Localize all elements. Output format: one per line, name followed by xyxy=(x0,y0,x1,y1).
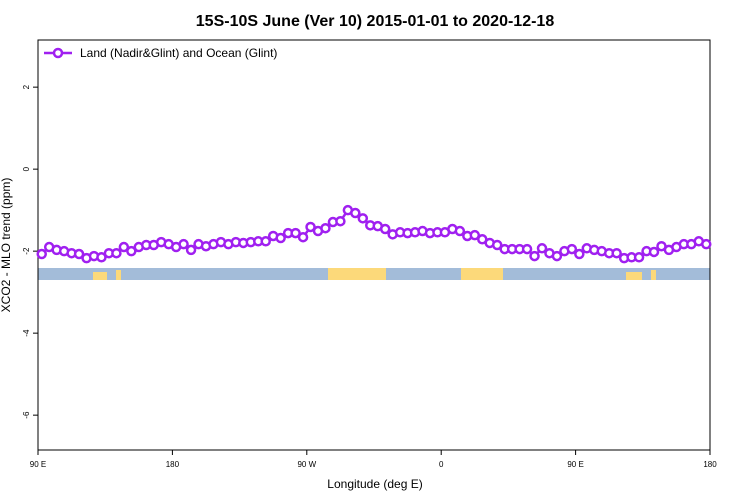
data-point xyxy=(260,236,271,247)
land-strip xyxy=(651,270,656,280)
data-point xyxy=(335,215,346,227)
x-tick-label: 0 xyxy=(439,460,444,469)
chart-title: 15S-10S June (Ver 10) 2015-01-01 to 2020… xyxy=(196,13,555,30)
data-point xyxy=(633,252,645,263)
data-point xyxy=(469,229,481,241)
land-strip xyxy=(116,270,121,280)
data-point xyxy=(551,250,563,262)
data-point xyxy=(185,244,197,256)
x-axis-label: Longitude (deg E) xyxy=(327,477,422,491)
data-point xyxy=(178,238,189,250)
data-point xyxy=(611,247,622,259)
data-point xyxy=(73,248,85,260)
data-point xyxy=(111,247,122,259)
x-tick-label: 90 E xyxy=(567,460,583,469)
y-tick-label: 0 xyxy=(22,166,31,171)
y-axis-label: XCO2 - MLO trend (ppm) xyxy=(0,178,13,313)
data-point xyxy=(566,243,578,255)
data-point xyxy=(126,245,137,257)
x-tick-label: 180 xyxy=(703,460,717,469)
x-tick-label: 90 E xyxy=(30,460,46,469)
data-point xyxy=(290,227,301,239)
data-point xyxy=(36,248,47,260)
data-point xyxy=(118,241,130,253)
land-ocean-strip xyxy=(38,268,710,280)
land-strip xyxy=(626,272,642,280)
data-point xyxy=(491,239,503,251)
data-point xyxy=(96,252,107,263)
land-strip xyxy=(328,268,386,280)
data-point xyxy=(379,223,391,235)
x-tick-label: 90 W xyxy=(297,460,316,469)
land-strip xyxy=(461,268,503,280)
data-point xyxy=(536,243,548,254)
data-point xyxy=(297,231,309,243)
data-point xyxy=(521,243,533,255)
data-point xyxy=(350,207,361,219)
y-tick-label: -2 xyxy=(22,247,31,255)
legend-label: Land (Nadir&Glint) and Ocean (Glint) xyxy=(80,46,277,60)
y-tick-label: 2 xyxy=(22,84,31,89)
data-point xyxy=(701,238,712,250)
data-point xyxy=(305,221,316,233)
data-point xyxy=(574,248,585,260)
data-point xyxy=(454,225,466,237)
data-point xyxy=(320,222,331,234)
legend-marker xyxy=(52,47,64,59)
y-tick-label: -4 xyxy=(22,329,31,337)
y-tick-label: -6 xyxy=(22,411,31,419)
data-point xyxy=(275,232,286,244)
data-point xyxy=(357,213,369,224)
data-point xyxy=(648,246,660,258)
land-strip xyxy=(93,272,107,280)
x-tick-label: 180 xyxy=(166,460,180,469)
data-point xyxy=(529,250,540,262)
